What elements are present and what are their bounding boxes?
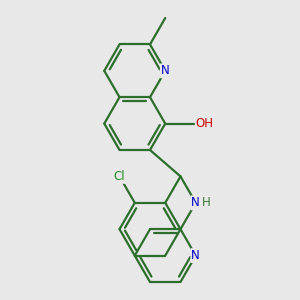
- Text: Cl: Cl: [114, 170, 125, 183]
- Text: N: N: [161, 64, 170, 77]
- Text: H: H: [202, 196, 211, 209]
- Text: N: N: [191, 249, 200, 262]
- Text: OH: OH: [196, 117, 214, 130]
- Text: N: N: [191, 196, 200, 209]
